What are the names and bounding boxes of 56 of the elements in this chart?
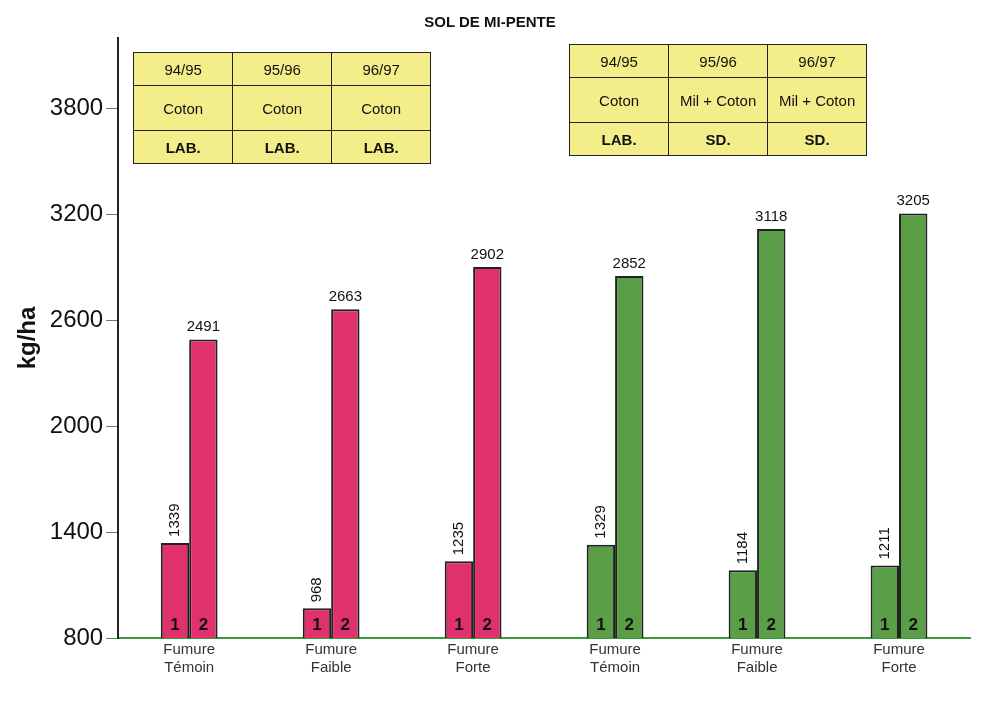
text: 1 xyxy=(738,615,748,635)
x-tick-label: Fumure Faible xyxy=(731,640,783,676)
data-label: 2902 xyxy=(470,244,504,262)
data-label: 2852 xyxy=(612,253,646,271)
annotation: 95/96 xyxy=(668,44,768,78)
x-tick-label: Fumure Forte xyxy=(447,640,499,676)
text: 1 xyxy=(170,615,180,635)
annotation: 94/95 xyxy=(569,44,669,78)
y-tick-label: 3200 xyxy=(49,199,104,227)
annotation: Mil + Coton xyxy=(767,77,867,123)
data-label: 1329 xyxy=(591,505,609,539)
text: 2 xyxy=(482,615,493,635)
y-tick-label: 2600 xyxy=(49,304,104,332)
data-label: 3205 xyxy=(896,191,930,209)
annotation: LAB. xyxy=(331,130,431,164)
x-tick-label: Fumure Forte xyxy=(873,640,925,676)
series-label: 2 xyxy=(624,615,635,635)
chart-title: SOL DE MI-PENTE xyxy=(424,13,556,31)
annotation: Coton xyxy=(232,85,332,131)
x-tick-label: Fumure Témoin xyxy=(589,640,641,676)
annotation: SD. xyxy=(767,122,867,156)
annotation: 96/97 xyxy=(331,52,431,86)
y-tick-label: 2000 xyxy=(49,410,104,438)
text: 1 xyxy=(454,615,464,635)
annotation: Coton xyxy=(331,85,431,131)
annotation: 96/97 xyxy=(767,44,867,78)
text: 1 xyxy=(596,615,606,635)
x-tick-label: Fumure Témoin xyxy=(163,640,216,676)
y-tick-label: 1400 xyxy=(49,516,104,544)
data-label: 3118 xyxy=(755,206,788,224)
x-tick-label: Fumure Faible xyxy=(305,640,357,676)
annotation: LAB. xyxy=(133,130,233,164)
data-label: 2663 xyxy=(328,286,363,304)
data-label: 2491 xyxy=(186,317,221,335)
text: 2 xyxy=(908,615,918,635)
annotation: SD. xyxy=(668,122,768,156)
data-label: 968 xyxy=(307,577,325,603)
annotation: LAB. xyxy=(569,122,669,156)
annotation: 95/96 xyxy=(232,52,332,86)
annotation: LAB. xyxy=(232,130,332,164)
text: 2 xyxy=(198,615,209,635)
series-label: 1 xyxy=(312,615,322,635)
text: 2 xyxy=(766,615,776,635)
y-axis-title: kg/ha xyxy=(13,306,41,370)
data-label: 1339 xyxy=(165,503,183,537)
annotation: Coton xyxy=(133,85,233,131)
annotation: 94/95 xyxy=(133,52,233,86)
text: 1 xyxy=(880,615,890,635)
data-label: 1211 xyxy=(874,527,892,560)
y-tick-label: 3800 xyxy=(49,93,104,121)
y-tick-label: 800 xyxy=(63,622,104,650)
annotation: Mil + Coton xyxy=(668,77,768,123)
annotation: Coton xyxy=(569,77,669,123)
text: 2 xyxy=(340,615,351,635)
data-label: 1184 xyxy=(732,531,750,565)
data-label: 1235 xyxy=(449,521,467,556)
